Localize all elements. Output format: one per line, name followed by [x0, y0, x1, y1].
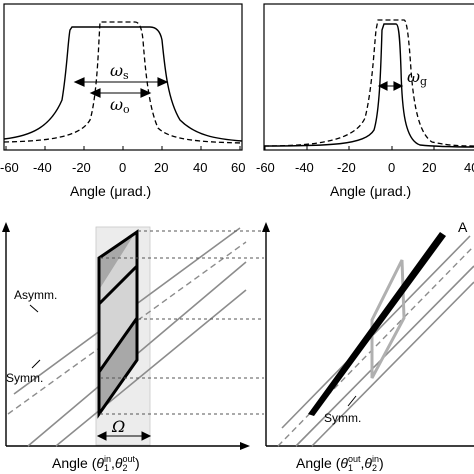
tl-tick-2: -40	[33, 160, 52, 175]
br-gray-box	[370, 259, 406, 379]
bl-guides	[100, 230, 264, 415]
solid-peak	[263, 23, 474, 148]
dashed-peak	[263, 19, 474, 147]
br-y-arrow	[262, 222, 270, 232]
symm-pointer-right	[347, 395, 357, 407]
symm-pointer-left	[31, 359, 41, 369]
bl-symm-line	[7, 241, 247, 415]
tl-tick-7: 60	[231, 160, 245, 175]
tr-tick-5: 20	[422, 160, 436, 175]
top-left-panel: ωs ωo -60 -40 -20 0 20 40 60 Angle (μrad…	[0, 3, 245, 199]
top-right-ticks	[264, 146, 435, 150]
asym-label: Asymm.	[14, 288, 57, 302]
br-xlabel: Angle (θ1out,θ2in)	[296, 454, 384, 473]
top-left-ticks	[5, 146, 241, 150]
bl-fill-dark-lower	[99, 318, 137, 414]
tr-tick-1: -60	[256, 160, 275, 175]
solid-curve	[3, 26, 243, 142]
tr-tick-2: -40	[295, 160, 314, 175]
asym-pointer	[29, 304, 39, 313]
tl-tick-5: 20	[154, 160, 168, 175]
tl-tick-3: -20	[72, 160, 91, 175]
bl-divider-2	[97, 317, 139, 373]
bl-x-arrow	[240, 442, 250, 450]
bottom-right-panel: A Symm. Angle (θ1out,θ2in)	[262, 219, 474, 473]
bl-parallelogram	[97, 229, 139, 419]
symm-label-right: Symm.	[324, 411, 361, 425]
br-lens-edge	[308, 233, 444, 415]
omega-label: Ω	[111, 417, 125, 436]
bl-divider-1	[97, 264, 139, 306]
wg-label: ωg	[407, 67, 427, 88]
tl-xlabel: Angle (μrad.)	[70, 183, 151, 199]
br-symm-line	[277, 245, 474, 447]
wo-arrow	[89, 88, 152, 98]
top-right-frame	[263, 3, 474, 151]
br-corner-label: A	[458, 219, 468, 235]
tr-xlabel: Angle (μrad.)	[330, 183, 411, 199]
omega-arrow	[96, 431, 152, 441]
symm-label-left: Symm.	[6, 371, 43, 385]
tr-tick-4: 0	[388, 160, 395, 175]
wg-arrow	[377, 81, 404, 91]
bl-xlabel: Angle (θ1in,θ2out)	[52, 454, 140, 473]
bl-fill-light	[99, 230, 137, 372]
top-right-panel: ωg -60 -40 -20 0 20 40 Angle (μrad.)	[256, 3, 474, 199]
ws-arrow	[73, 77, 169, 87]
tr-tick-3: -20	[337, 160, 356, 175]
bottom-left-panel: Ω Asymm. Symm. Angle (θ1in,θ2out)	[2, 222, 264, 473]
ws-label: ωs	[110, 61, 129, 82]
tl-tick-6: 40	[193, 160, 207, 175]
dashed-curve	[3, 21, 243, 144]
tr-tick-6: 40	[464, 160, 474, 175]
bl-y-arrow	[2, 222, 10, 232]
tl-tick-4: 0	[119, 160, 126, 175]
wo-label: ωo	[110, 95, 130, 116]
tl-tick-1: -60	[0, 160, 19, 175]
bl-fill-dark-upper	[99, 230, 137, 290]
